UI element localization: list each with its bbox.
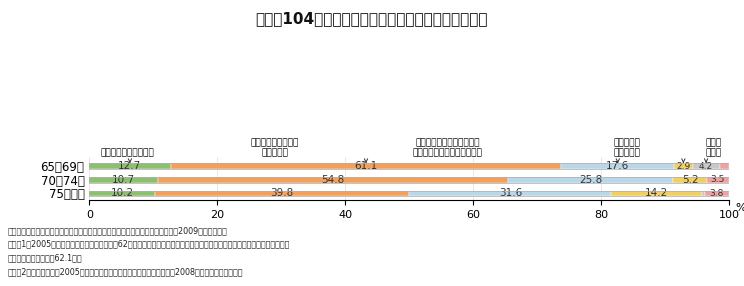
Text: 自分は補助で、息子や嫁、
配偶者等の手助けをしている: 自分は補助で、息子や嫁、 配偶者等の手助けをしている [413,138,483,158]
Text: 39.8: 39.8 [270,188,293,198]
Bar [155,190,409,196]
Text: 14.2: 14.2 [645,188,668,198]
Text: 資料：農林水産省「高齢農業者の営農や地域活動への参画に関する意向調査」（2009年３月公表）: 資料：農林水産省「高齢農業者の営農や地域活動への参画に関する意向調査」（2009… [7,226,227,235]
Bar [705,190,729,196]
Text: 31.6: 31.6 [498,188,522,198]
Text: その他
無回答: その他 無回答 [705,138,721,158]
Bar [719,163,729,169]
Text: 4.2: 4.2 [699,162,713,171]
Bar [562,163,674,169]
Bar [693,163,719,169]
Text: %: % [736,203,744,213]
Bar [707,177,729,183]
Bar [89,177,729,183]
Text: 3.8: 3.8 [710,189,724,198]
Text: 17.6: 17.6 [606,161,629,171]
Bar [612,190,702,196]
Text: 図３－104　高齢農業者の農業への普段のかかわり方: 図３－104 高齢農業者の農業への普段のかかわり方 [256,11,488,26]
Bar [409,190,612,196]
Text: 12.7: 12.7 [118,161,141,171]
Bar [702,190,705,196]
Text: 61.1: 61.1 [354,161,378,171]
Text: 25.8: 25.8 [580,175,603,185]
Text: 調査（回収率62.1％）: 調査（回収率62.1％） [7,253,82,262]
Bar [170,163,562,169]
Text: 3.5: 3.5 [711,175,725,184]
Bar [673,177,707,183]
Bar [89,190,729,196]
Text: 自分一人で行っている: 自分一人で行っている [100,149,155,158]
Bar [508,177,673,183]
Text: 54.8: 54.8 [321,175,344,185]
Text: 10.2: 10.2 [110,188,133,198]
Bar [89,177,158,183]
Text: 10.7: 10.7 [112,175,135,185]
Bar [674,163,693,169]
Bar [158,177,508,183]
Bar [89,163,729,169]
Text: 注：1）2005年農林業センサス時点の年齢が62歳以上で自営農業に従事している者２千人を対象として実施したアンケート: 注：1）2005年農林業センサス時点の年齢が62歳以上で自営農業に従事している者… [7,240,290,249]
Bar [89,163,170,169]
Text: 現在は従事
していない: 現在は従事 していない [613,138,640,158]
Text: 自分が中心となって
行っている: 自分が中心となって 行っている [251,138,299,158]
Text: 2.9: 2.9 [676,162,690,171]
Bar [89,190,155,196]
Text: 5.2: 5.2 [682,175,699,185]
Text: 2）年齢階層は、2005年農林業センサス時点の年齢に３歳加算した2008年調査実施時点の年齢: 2）年齢階層は、2005年農林業センサス時点の年齢に３歳加算した2008年調査実… [7,267,243,276]
